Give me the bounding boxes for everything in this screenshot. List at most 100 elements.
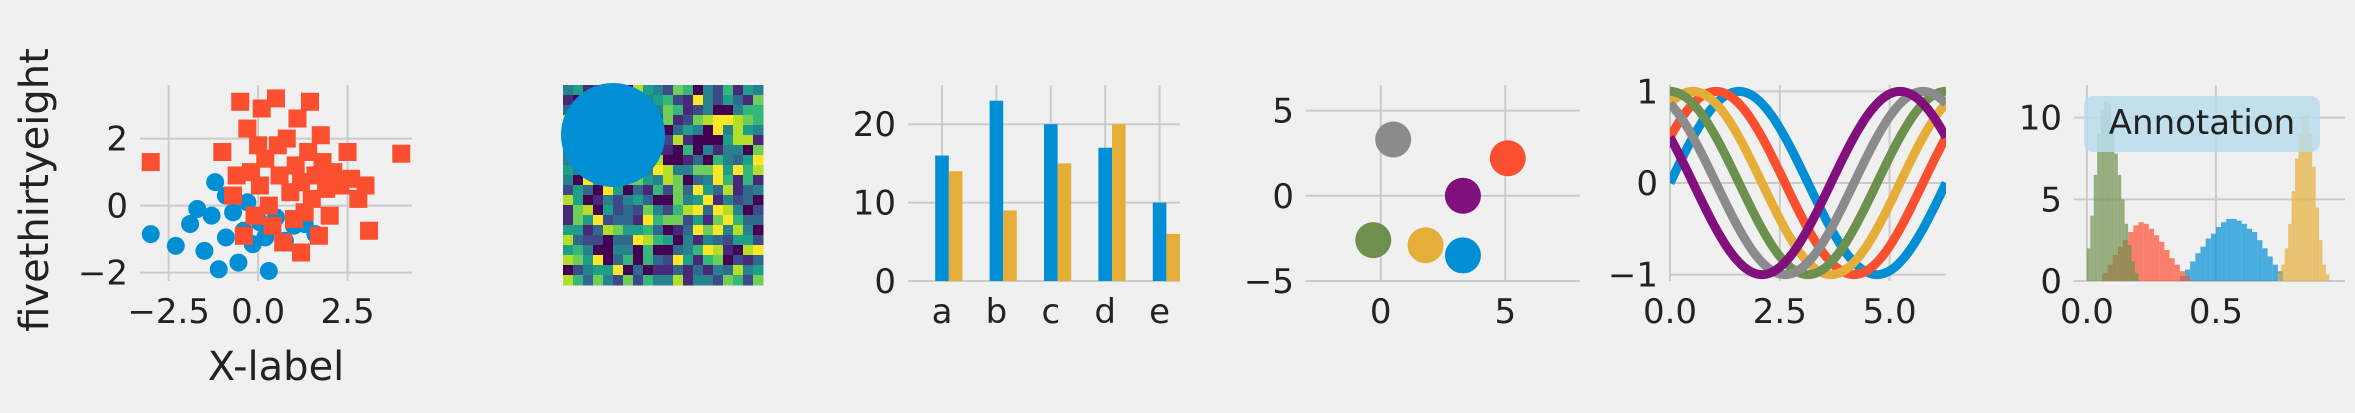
heatmap-cell	[583, 225, 594, 236]
bar-tick-labels: a b c d e 0 10 20	[853, 105, 1170, 332]
histogram-panel: 0 5 10 0.0 0.5 Annotation	[2019, 85, 2345, 332]
heatmap-cell	[673, 225, 684, 236]
histogram-bar	[2236, 220, 2242, 281]
histogram-bar	[2305, 114, 2309, 282]
histogram-bar	[2143, 223, 2149, 281]
x-tick-label: 0.0	[231, 292, 285, 332]
heatmap-cell	[753, 95, 764, 106]
heatmap-cell	[683, 135, 694, 146]
heatmap-cell	[593, 215, 604, 226]
x-tick-label: −2.5	[127, 292, 210, 332]
histogram-bar	[2138, 222, 2144, 281]
heatmap-cell	[673, 155, 684, 166]
heatmap-cell	[573, 215, 584, 226]
histogram-bar	[2298, 134, 2302, 281]
heatmap-cell	[753, 145, 764, 156]
heatmap-cell	[723, 275, 734, 286]
heatmap-cell	[703, 205, 714, 216]
histogram-bar	[2257, 240, 2263, 281]
histogram-bar	[2169, 258, 2175, 281]
heatmap-cell	[613, 235, 624, 246]
marker-point	[1444, 177, 1481, 214]
heatmap-cell	[693, 155, 704, 166]
heatmap-cell	[673, 165, 684, 176]
square-point	[274, 233, 293, 252]
marker-grid	[1306, 85, 1580, 282]
histogram-bar	[2210, 233, 2216, 281]
heatmap-cell	[663, 275, 674, 286]
heatmap-cell	[743, 185, 754, 196]
heatmap-cell	[663, 195, 674, 206]
y-axis-label: fivethirtyeight	[12, 48, 58, 332]
bar	[1057, 163, 1072, 281]
heatmap-cell	[733, 155, 744, 166]
bar-marks	[935, 100, 1180, 282]
heatmap-cell	[703, 135, 714, 146]
heatmap-cell	[673, 115, 684, 126]
heatmap-cell	[703, 255, 714, 266]
histogram-bar	[2104, 101, 2108, 281]
heatmap-cell	[713, 265, 724, 276]
heatmap-cell	[683, 95, 694, 106]
histogram-bar	[2190, 261, 2196, 281]
heatmap-cell	[663, 155, 674, 166]
histogram-bar	[2319, 240, 2323, 281]
annotation-box	[2084, 96, 2320, 152]
heatmap-cell	[643, 215, 654, 226]
heatmap-cell	[593, 245, 604, 256]
heatmap-cell	[673, 135, 684, 146]
heatmap-cell	[703, 235, 714, 246]
heatmap-cell	[733, 195, 744, 206]
y-tick-label: 10	[2019, 99, 2062, 139]
circle-point	[166, 236, 185, 255]
histogram-bar	[2295, 158, 2299, 281]
heatmap-cell	[723, 215, 734, 226]
heatmap-cell	[713, 145, 724, 156]
square-point	[299, 143, 318, 162]
heatmap-cell	[743, 165, 754, 176]
histogram-bar	[2124, 223, 2129, 281]
heatmap-cell	[733, 225, 744, 236]
bar-panel: a b c d e 0 10 20	[853, 85, 1180, 332]
square-point	[238, 119, 257, 138]
heatmap-cell	[563, 85, 574, 96]
histogram-bar	[2200, 246, 2206, 281]
histogram-bar	[2308, 134, 2313, 281]
heatmap-cell	[583, 245, 594, 256]
heatmap-cell	[743, 135, 754, 146]
heatmap-cell	[603, 195, 614, 206]
histogram-bar	[2315, 207, 2320, 281]
heatmap-cell	[613, 225, 624, 236]
circle-point	[141, 225, 160, 244]
heatmap-cell	[693, 245, 704, 256]
square-point	[320, 206, 339, 225]
heatmap-cell	[643, 265, 654, 276]
heatmap-cell	[683, 125, 694, 136]
heatmap-cell	[743, 235, 754, 246]
heatmap-cell	[663, 115, 674, 126]
heatmap-cell	[723, 85, 734, 96]
heatmap-cell	[603, 225, 614, 236]
heatmap-cell	[603, 275, 614, 286]
heatmap-cell	[693, 235, 704, 246]
heatmap-cell	[743, 145, 754, 156]
heatmap-cell	[613, 215, 624, 226]
heatmap-cell	[733, 95, 744, 106]
heatmap-cell	[663, 95, 674, 106]
scatter-panel-1: −2 0 2 −2.5 0.0 2.5 X-label fivethirtyeight	[12, 48, 412, 390]
heatmap-cell	[733, 215, 744, 226]
heatmap-cell	[713, 255, 724, 266]
heatmap-cell	[683, 205, 694, 216]
heatmap-cell	[563, 195, 574, 206]
heatmap-circle	[561, 83, 665, 187]
heatmap-cell	[743, 95, 754, 106]
heatmap-cell	[673, 195, 684, 206]
heatmap-cell	[583, 265, 594, 276]
heatmap-cell	[743, 85, 754, 96]
heatmap-cell	[723, 155, 734, 166]
heatmap-cell	[623, 215, 634, 226]
histogram-bar	[2128, 245, 2132, 281]
y-tick-label: −2	[78, 254, 128, 294]
circle-point	[229, 253, 248, 272]
